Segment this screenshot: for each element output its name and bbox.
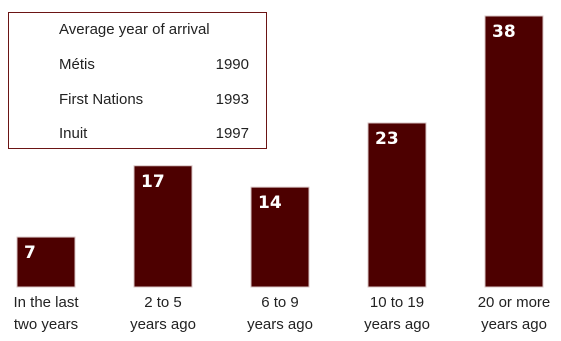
- category-label-2: 2 to 5 years ago: [130, 294, 196, 333]
- bar-2: [133, 165, 193, 288]
- category-label-5: 20 or more years ago: [478, 294, 551, 333]
- legend-year-inuit: 1997: [215, 125, 249, 142]
- category-label-1-line-1: In the last: [13, 294, 79, 311]
- legend-year-metis: 1990: [215, 56, 249, 73]
- category-label-4-line-2: years ago: [364, 316, 430, 333]
- bar-value-label-1: 7: [24, 243, 36, 263]
- bar-3: [250, 186, 310, 288]
- bar-value-label-2: 17: [141, 172, 165, 192]
- average-year-of-arrival-table: Average year of arrival Métis 1990 First…: [8, 12, 267, 149]
- category-label-5-line-2: years ago: [481, 316, 547, 333]
- category-label-5-line-1: 20 or more: [478, 294, 551, 311]
- category-label-1-line-2: two years: [14, 316, 78, 333]
- legend-title: Average year of arrival: [59, 21, 210, 38]
- bar-4: [367, 122, 427, 288]
- category-label-3-line-1: 6 to 9: [261, 294, 299, 311]
- category-label-4: 10 to 19 years ago: [364, 294, 430, 333]
- legend-label-inuit: Inuit: [59, 125, 88, 142]
- category-label-3-line-2: years ago: [247, 316, 313, 333]
- legend-year-first-nations: 1993: [215, 91, 249, 108]
- category-label-1: In the last two years: [13, 294, 79, 333]
- bar-value-label-3: 14: [258, 193, 282, 213]
- bar-1: [16, 236, 76, 288]
- category-label-2-line-2: years ago: [130, 316, 196, 333]
- legend-row-metis: Métis 1990: [59, 56, 249, 76]
- bar-value-label-5: 38: [492, 22, 516, 42]
- category-label-2-line-1: 2 to 5: [144, 294, 182, 311]
- legend-row-first-nations: First Nations 1993: [59, 91, 249, 111]
- legend-row-inuit: Inuit 1997: [59, 125, 249, 145]
- legend-label-first-nations: First Nations: [59, 91, 144, 108]
- bar-5: [484, 15, 544, 288]
- category-label-4-line-1: 10 to 19: [370, 294, 424, 311]
- legend-label-metis: Métis: [59, 56, 95, 73]
- category-label-3: 6 to 9 years ago: [247, 294, 313, 333]
- bar-value-label-4: 23: [375, 129, 399, 149]
